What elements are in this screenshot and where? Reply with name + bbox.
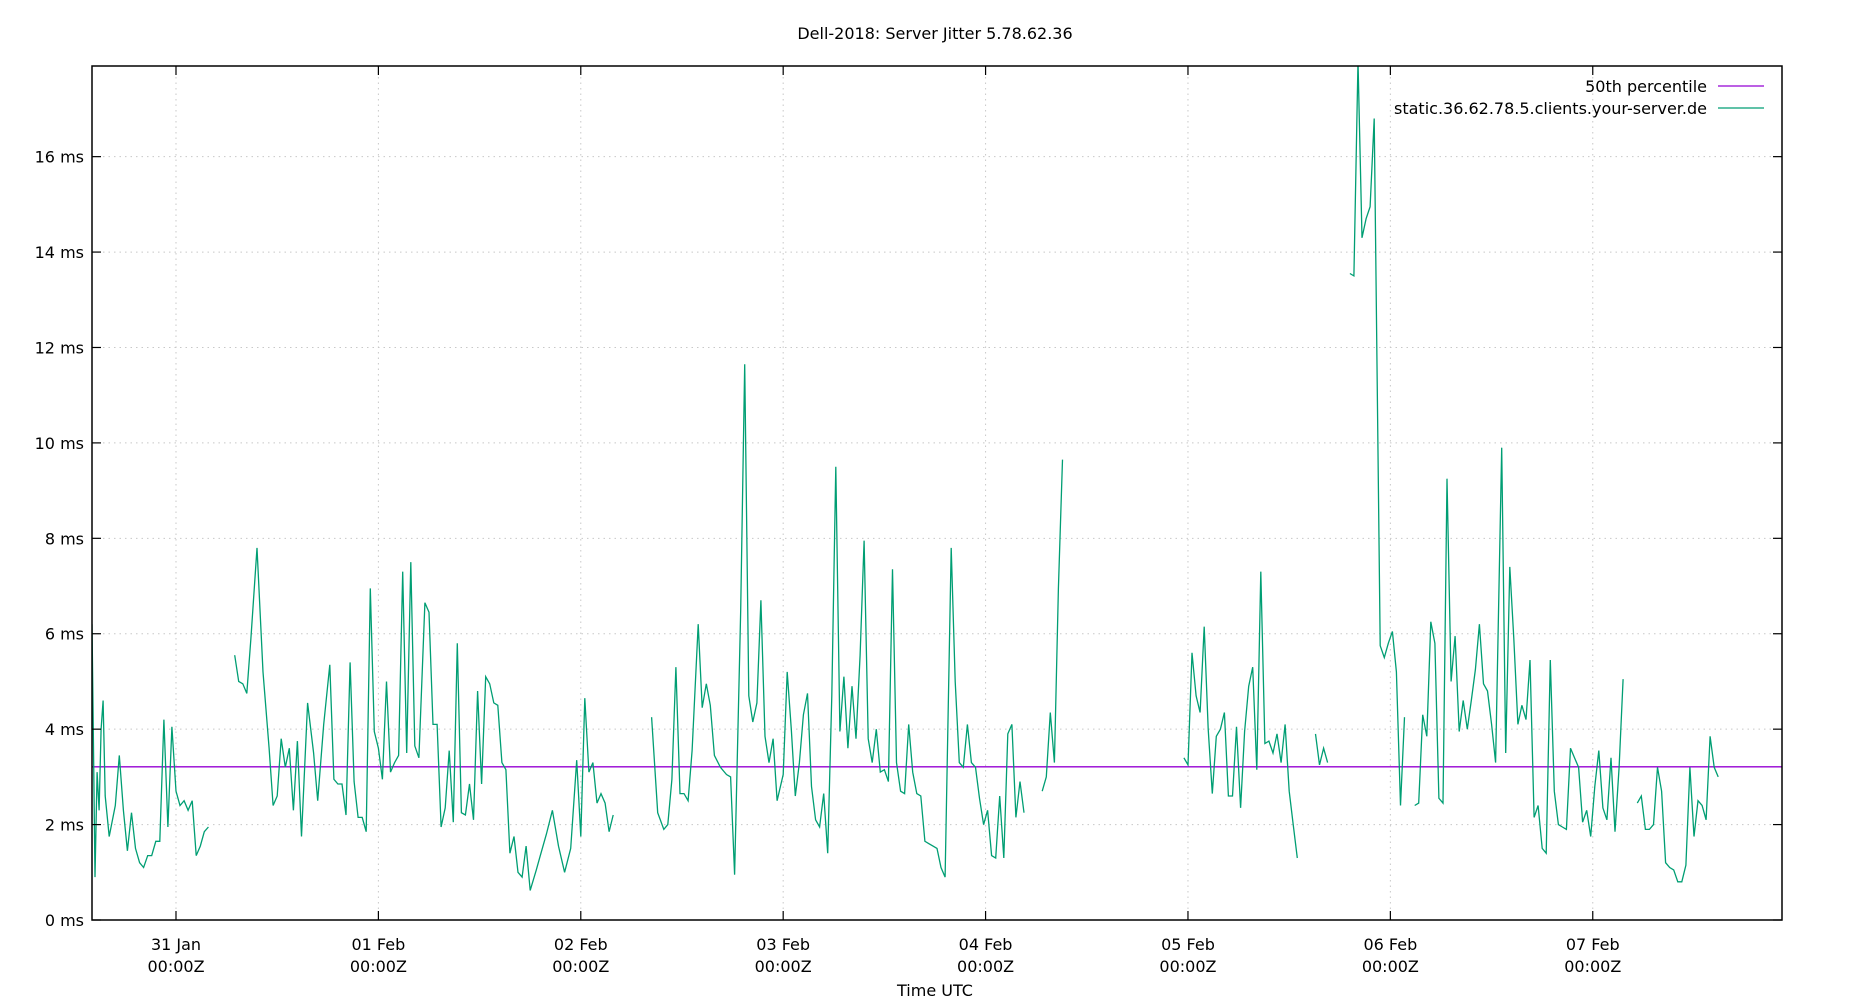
x-tick-date: 01 Feb [351,935,405,954]
x-tick-time: 00:00Z [957,957,1014,976]
y-tick-label: 0 ms [45,911,84,930]
jitter-line-segment [92,624,209,878]
x-tick-time: 00:00Z [350,957,407,976]
legend-label-server: static.36.62.78.5.clients.your-server.de [1394,99,1707,118]
x-tick-date: 04 Feb [959,935,1013,954]
y-tick-label: 2 ms [45,816,84,835]
y-tick-label: 10 ms [35,434,84,453]
jitter-line-segment [650,364,1025,878]
y-tick-label: 12 ms [35,338,84,357]
y-tick-label: 4 ms [45,720,84,739]
legend: 50th percentile static.36.62.78.5.client… [1394,77,1764,118]
jitter-line-segment [1183,571,1298,859]
x-tick-time: 00:00Z [1564,957,1621,976]
x-tick-time: 00:00Z [1159,957,1216,976]
y-tick-label: 14 ms [35,243,84,262]
axis-ticks: 0 ms 2 ms 4 ms 6 ms 8 ms 10 ms 12 ms 14 ms 16 ms… [35,66,1782,976]
x-tick-time: 00:00Z [552,957,609,976]
x-axis-label: Time UTC [896,981,973,1000]
jitter-line-segment [1314,733,1329,766]
y-tick-label: 8 ms [45,529,84,548]
jitter-line-segment [1636,736,1719,883]
jitter-line-segment [1349,66,1406,806]
plot-frame [91,65,1783,921]
y-tick-label: 16 ms [35,148,84,167]
legend-label-median: 50th percentile [1585,77,1707,96]
jitter-line-segment [1041,459,1064,792]
x-tick-time: 00:00Z [147,957,204,976]
chart-title: Dell-2018: Server Jitter 5.78.62.36 [797,24,1072,43]
jitter-line-segment [234,547,614,891]
y-tick-label: 6 ms [45,625,84,644]
grid-lines [92,66,1782,920]
data-series [92,66,1782,891]
x-tick-date: 07 Feb [1566,935,1620,954]
x-tick-time: 00:00Z [1362,957,1419,976]
jitter-line-segment [1414,447,1624,855]
x-tick-time: 00:00Z [755,957,812,976]
x-tick-date: 02 Feb [554,935,608,954]
x-tick-date: 03 Feb [756,935,810,954]
x-tick-date: 06 Feb [1363,935,1417,954]
x-tick-date: 31 Jan [151,935,201,954]
x-tick-date: 05 Feb [1161,935,1215,954]
